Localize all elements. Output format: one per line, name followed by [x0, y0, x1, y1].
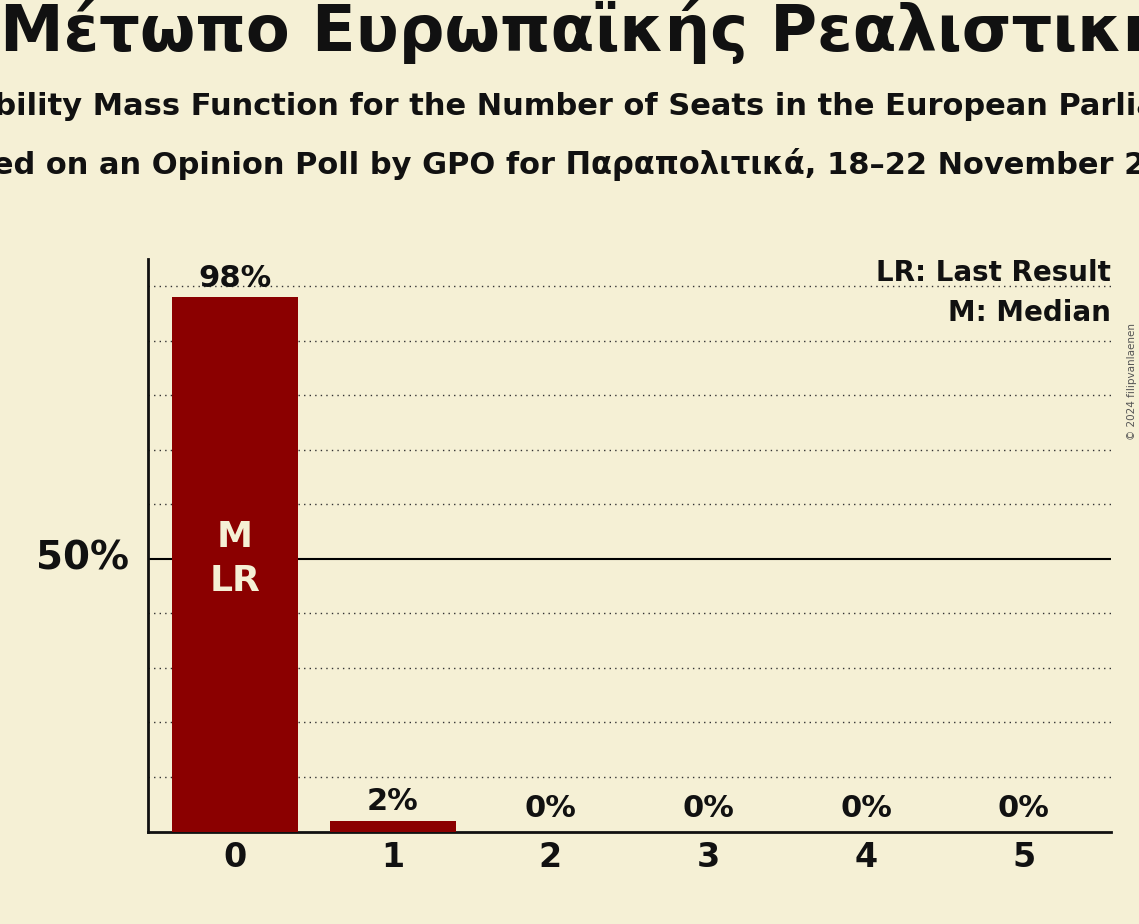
Text: 0%: 0%	[682, 795, 735, 823]
Text: 0%: 0%	[524, 795, 576, 823]
Text: 0%: 0%	[841, 795, 892, 823]
Text: LR: LR	[210, 564, 261, 598]
Text: M: M	[216, 520, 253, 554]
Text: 2%: 2%	[367, 787, 418, 816]
Text: Μέτωπο Ευρωπαϊκής Ρεαλιστικής Ανυπακοής (GUE/NGL): Μέτωπο Ευρωπαϊκής Ρεαλιστικής Ανυπακοής …	[0, 0, 1139, 65]
Bar	[172, 297, 298, 832]
Text: © 2024 filipvanlaenen: © 2024 filipvanlaenen	[1126, 323, 1137, 441]
Text: 50%: 50%	[35, 540, 129, 578]
Text: Based on an Opinion Poll by GPO for Παραπολιτικά, 18–22 November 2024: Based on an Opinion Poll by GPO for Παρα…	[0, 148, 1139, 181]
Text: LR: Last Result: LR: Last Result	[876, 259, 1111, 286]
Text: 98%: 98%	[198, 263, 271, 293]
Text: M: Median: M: Median	[948, 298, 1111, 327]
Text: Probability Mass Function for the Number of Seats in the European Parliament: Probability Mass Function for the Number…	[0, 92, 1139, 121]
Text: 0%: 0%	[998, 795, 1050, 823]
Bar	[329, 821, 456, 832]
